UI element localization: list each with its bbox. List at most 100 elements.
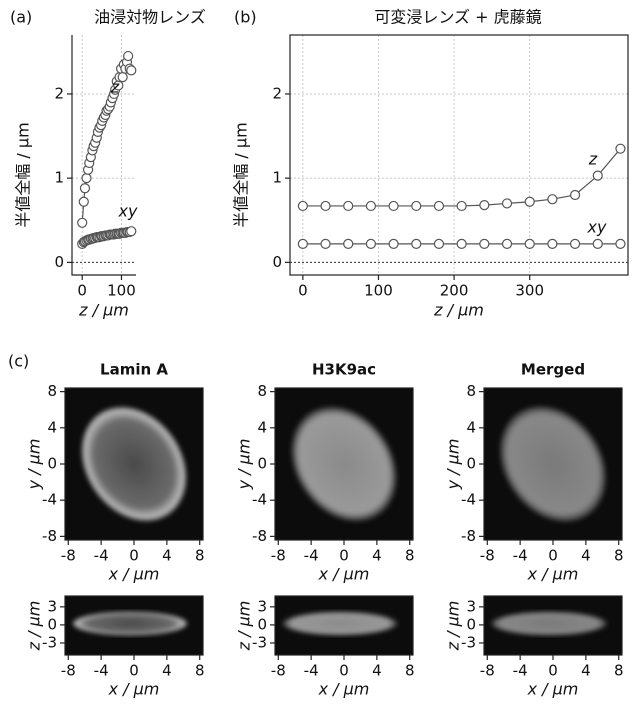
x-tick-label: 100 [107, 282, 136, 300]
series-label: z [110, 78, 120, 97]
data-point [79, 183, 91, 194]
data-point [411, 200, 422, 212]
series-label: z [588, 150, 598, 169]
data-point [501, 198, 513, 209]
y-tick-label: 1 [54, 169, 64, 187]
nucleus [491, 611, 607, 636]
y-tick-label: 0 [272, 253, 282, 271]
data-point [615, 238, 626, 249]
x-axis-label: x / µm [527, 680, 579, 699]
y-tick-label: 1 [272, 169, 282, 187]
x-tick-label: 0 [298, 282, 308, 300]
plot-frame [289, 34, 629, 276]
x-tick-label: 0 [339, 547, 349, 565]
x-tick-label: -8 [480, 662, 495, 680]
x-tick-label: -4 [304, 662, 319, 680]
data-point [123, 50, 134, 62]
data-point [297, 200, 308, 212]
image-title: Lamin A [100, 361, 168, 379]
x-tick-label: -4 [513, 662, 528, 680]
x-tick-label: 4 [581, 662, 591, 680]
data-point [388, 200, 399, 212]
x-tick-label: 4 [372, 547, 382, 565]
data-point [126, 226, 137, 237]
data-point [388, 238, 399, 249]
x-axis-label: z / µm [433, 301, 484, 320]
y-tick-label: 3 [466, 597, 476, 615]
y-tick-label: 0 [47, 615, 57, 633]
y-tick-label: 3 [257, 597, 267, 615]
x-tick-label: -8 [271, 662, 286, 680]
y-tick-label: -3 [252, 633, 267, 651]
y-tick-label: -4 [42, 491, 57, 509]
x-axis-label: z / µm [78, 301, 129, 320]
panel-label: (c) [8, 352, 29, 371]
data-point [343, 200, 354, 212]
data-point [365, 200, 377, 212]
axis-line [71, 35, 136, 276]
data-point [547, 194, 558, 205]
nucleus [72, 611, 188, 636]
y-tick-label: 2 [54, 84, 64, 102]
y-axis-label: 半値全幅 / µm [14, 122, 33, 227]
y-tick-label: -8 [42, 527, 57, 545]
image-title: H3K9ac [312, 361, 376, 379]
y-tick-label: -3 [42, 633, 57, 651]
data-point [524, 196, 535, 207]
x-axis-label: x / µm [318, 680, 370, 699]
data-point [81, 173, 92, 184]
x-tick-label: -8 [61, 662, 76, 680]
data-point [365, 238, 377, 249]
nucleus [499, 406, 607, 522]
data-point [456, 238, 467, 249]
x-axis-label: x / µm [108, 565, 160, 584]
y-tick-label: 3 [47, 597, 57, 615]
x-tick-label: 0 [339, 662, 349, 680]
x-tick-label: 4 [162, 547, 172, 565]
x-tick-label: 8 [405, 662, 415, 680]
nucleus [290, 406, 398, 522]
y-axis-label: y / µm [25, 439, 44, 491]
x-tick-label: 8 [195, 547, 205, 565]
x-tick-label: -8 [61, 547, 76, 565]
data-point [297, 238, 308, 249]
nucleus [80, 406, 188, 522]
chart-title: 油浸対物レンズ [94, 8, 206, 27]
x-tick-label: -4 [304, 547, 319, 565]
data-point [479, 238, 490, 249]
x-tick-label: 0 [129, 547, 139, 565]
y-tick-label: 2 [272, 84, 282, 102]
x-tick-label: 8 [405, 547, 415, 565]
y-axis-label: 半値全幅 / µm [232, 122, 251, 227]
x-tick-label: 4 [162, 662, 172, 680]
data-point [117, 72, 128, 83]
x-tick-label: 200 [440, 282, 469, 300]
y-tick-label: 0 [466, 615, 476, 633]
y-tick-label: 0 [47, 455, 57, 473]
x-tick-label: 100 [364, 282, 393, 300]
x-tick-label: -4 [513, 547, 528, 565]
x-tick-label: -8 [480, 547, 495, 565]
y-tick-label: 8 [47, 382, 57, 400]
data-point [77, 217, 88, 228]
x-axis-label: x / µm [108, 680, 160, 699]
data-point [411, 238, 422, 249]
x-tick-label: 4 [372, 662, 382, 680]
x-tick-label: 0 [77, 282, 87, 300]
y-tick-label: 0 [466, 455, 476, 473]
y-tick-label: -4 [461, 491, 476, 509]
data-point [569, 238, 581, 249]
y-tick-label: 4 [257, 418, 267, 436]
x-tick-label: 0 [548, 547, 558, 565]
chart-title: 可変浸レンズ + 虎藤鏡 [374, 8, 541, 27]
panel-label: (b) [234, 8, 257, 27]
data-point [547, 238, 558, 249]
panel-label: (a) [10, 8, 32, 27]
data-point [320, 238, 331, 249]
x-axis-label: x / µm [527, 565, 579, 584]
data-point [78, 196, 89, 207]
series-label: xy [587, 218, 607, 237]
x-tick-label: 8 [614, 547, 624, 565]
y-tick-label: 8 [257, 382, 267, 400]
